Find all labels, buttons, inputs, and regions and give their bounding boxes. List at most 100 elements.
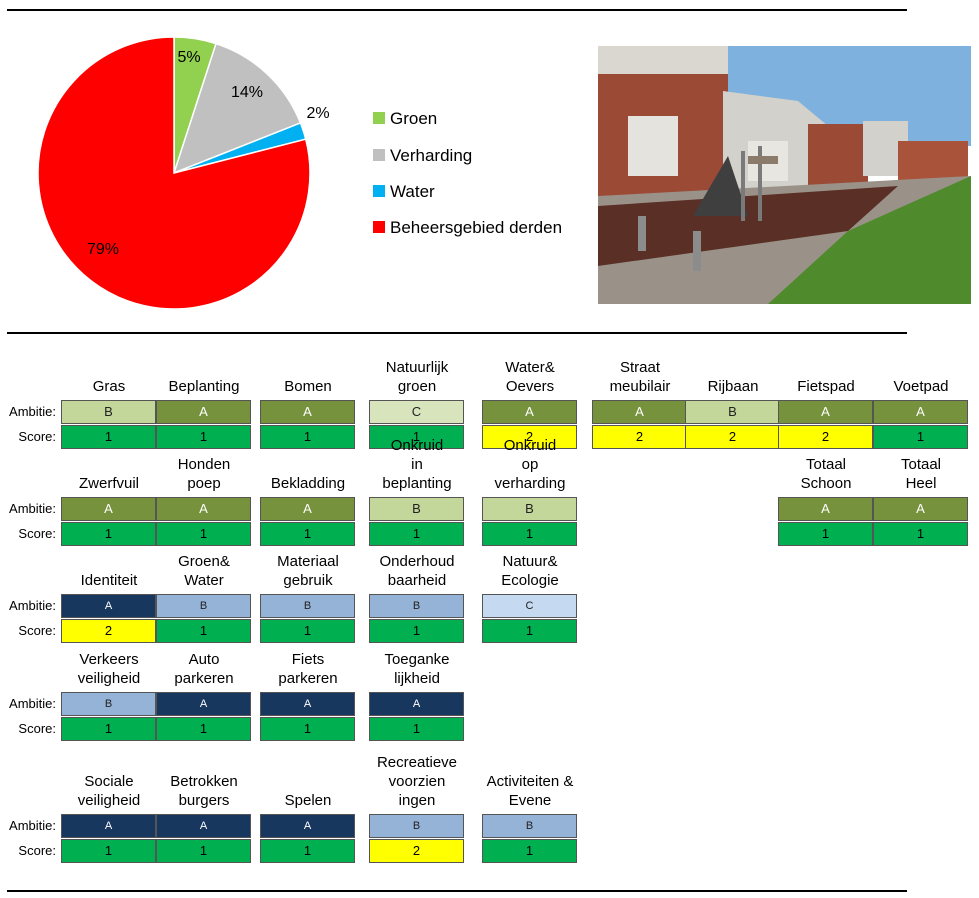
ambitie-cell: B — [369, 497, 464, 521]
legend-label: Beheersgebied derden — [390, 218, 562, 237]
score-cell: 1 — [61, 839, 156, 863]
legend-swatch — [373, 112, 385, 124]
ambitie-row-label: Ambitie: — [9, 501, 56, 516]
category-title: Zwerfvuil — [78, 475, 139, 492]
category-title: Materiaal gebruik — [277, 553, 339, 589]
category-title: Betrokken burgers — [170, 773, 238, 809]
ambitie-cell: B — [260, 594, 355, 618]
category-title: Voetpad — [893, 378, 949, 395]
pie-slice-beheersgebied-derden — [37, 36, 311, 310]
score-cell: 2 — [482, 425, 577, 449]
score-cell: 1 — [778, 522, 873, 546]
category-title: Totaal Schoon — [800, 456, 852, 492]
ambitie-row-label: Ambitie: — [9, 598, 56, 613]
category-title: Natuurlijk groen — [385, 359, 449, 395]
category-title: Onkruid op verharding — [494, 437, 566, 492]
category-title: Recreatieve voorzien ingen — [376, 754, 458, 809]
ambitie-cell: B — [156, 594, 251, 618]
ambitie-cell: A — [61, 814, 156, 838]
ambitie-cell: B — [685, 400, 780, 424]
score-cell: 1 — [260, 425, 355, 449]
pie-data-label: 2% — [306, 105, 329, 122]
pie-chart: 5% 14% 2% 79% Groen Verharding Water Beheersgeb… — [37, 36, 562, 310]
ambitie-cell: A — [873, 400, 968, 424]
score-row-label: Score: — [18, 843, 56, 858]
score-cell: 1 — [873, 522, 968, 546]
score-cell: 1 — [873, 425, 968, 449]
category-title: Natuur& Ecologie — [501, 553, 559, 589]
ambitie-cell: B — [369, 814, 464, 838]
category-title: Onderhoud baarheid — [379, 553, 455, 589]
ambitie-cell: A — [260, 814, 355, 838]
score-cell: 1 — [156, 522, 251, 546]
ambitie-cell: C — [482, 594, 577, 618]
category-title: Identiteit — [80, 572, 138, 589]
score-cell: 1 — [61, 717, 156, 741]
ambitie-cell: B — [369, 594, 464, 618]
ambitie-row-label: Ambitie: — [9, 696, 56, 711]
score-cell: 2 — [778, 425, 873, 449]
category-title: Spelen — [284, 792, 332, 809]
score-cell: 1 — [156, 425, 251, 449]
category-title: Totaal Heel — [900, 456, 942, 492]
pie-data-label: 79% — [87, 241, 119, 258]
score-cell: 1 — [260, 619, 355, 643]
ambitie-cell: A — [778, 497, 873, 521]
ambitie-cell: B — [61, 400, 156, 424]
category-title: Straat meubilair — [609, 359, 671, 395]
ambitie-row-label: Ambitie: — [9, 818, 56, 833]
category-title: Bekladding — [270, 475, 346, 492]
category-title: Honden poep — [177, 456, 231, 492]
category-title: Fiets parkeren — [278, 651, 338, 687]
score-cell: 1 — [369, 619, 464, 643]
ambitie-cell: A — [260, 497, 355, 521]
ambitie-cell: B — [482, 814, 577, 838]
ambitie-cell: A — [260, 400, 355, 424]
ambitie-cell: C — [369, 400, 464, 424]
score-cell: 2 — [685, 425, 780, 449]
pie-slice-verharding — [172, 42, 302, 175]
category-title: Fietspad — [797, 378, 855, 395]
bottom-divider — [7, 890, 907, 892]
legend-label: Verharding — [390, 146, 472, 165]
score-cell: 1 — [369, 522, 464, 546]
category-title: Auto parkeren — [174, 651, 234, 687]
ambitie-cell: A — [156, 497, 251, 521]
legend-label: Groen — [390, 109, 437, 128]
ambitie-cell: A — [482, 400, 577, 424]
middle-divider — [7, 332, 907, 334]
score-cell: 1 — [156, 717, 251, 741]
ambitie-cell: A — [873, 497, 968, 521]
score-row-label: Score: — [18, 526, 56, 541]
category-title: Gras — [92, 378, 126, 395]
legend-swatch — [373, 185, 385, 197]
category-title: Groen& Water — [178, 553, 230, 589]
score-cell: 2 — [61, 619, 156, 643]
score-cell: 1 — [260, 522, 355, 546]
ambitie-cell: A — [260, 692, 355, 716]
ambitie-cell: A — [156, 692, 251, 716]
ambitie-cell: A — [156, 814, 251, 838]
ambitie-cell: A — [61, 497, 156, 521]
category-title: Water& Oevers — [505, 359, 555, 395]
ambitie-cell: A — [592, 400, 687, 424]
score-cell: 1 — [482, 619, 577, 643]
legend-swatch — [373, 221, 385, 233]
category-title: Verkeers veiligheid — [77, 651, 141, 687]
ambitie-cell: A — [61, 594, 156, 618]
score-cell: 2 — [592, 425, 687, 449]
score-cell: 1 — [482, 522, 577, 546]
ambitie-cell: A — [369, 692, 464, 716]
ambitie-cell: B — [61, 692, 156, 716]
category-title: Beplanting — [168, 378, 240, 395]
ambitie-cell: A — [778, 400, 873, 424]
category-title: Sociale veiligheid — [77, 773, 141, 809]
score-cell: 1 — [482, 839, 577, 863]
playground-photo — [598, 46, 971, 304]
pie-data-label: 14% — [231, 84, 263, 101]
score-cell: 1 — [260, 839, 355, 863]
score-cell: 2 — [369, 839, 464, 863]
score-cell: 1 — [260, 717, 355, 741]
score-cell: 1 — [369, 717, 464, 741]
score-cell: 1 — [61, 425, 156, 449]
